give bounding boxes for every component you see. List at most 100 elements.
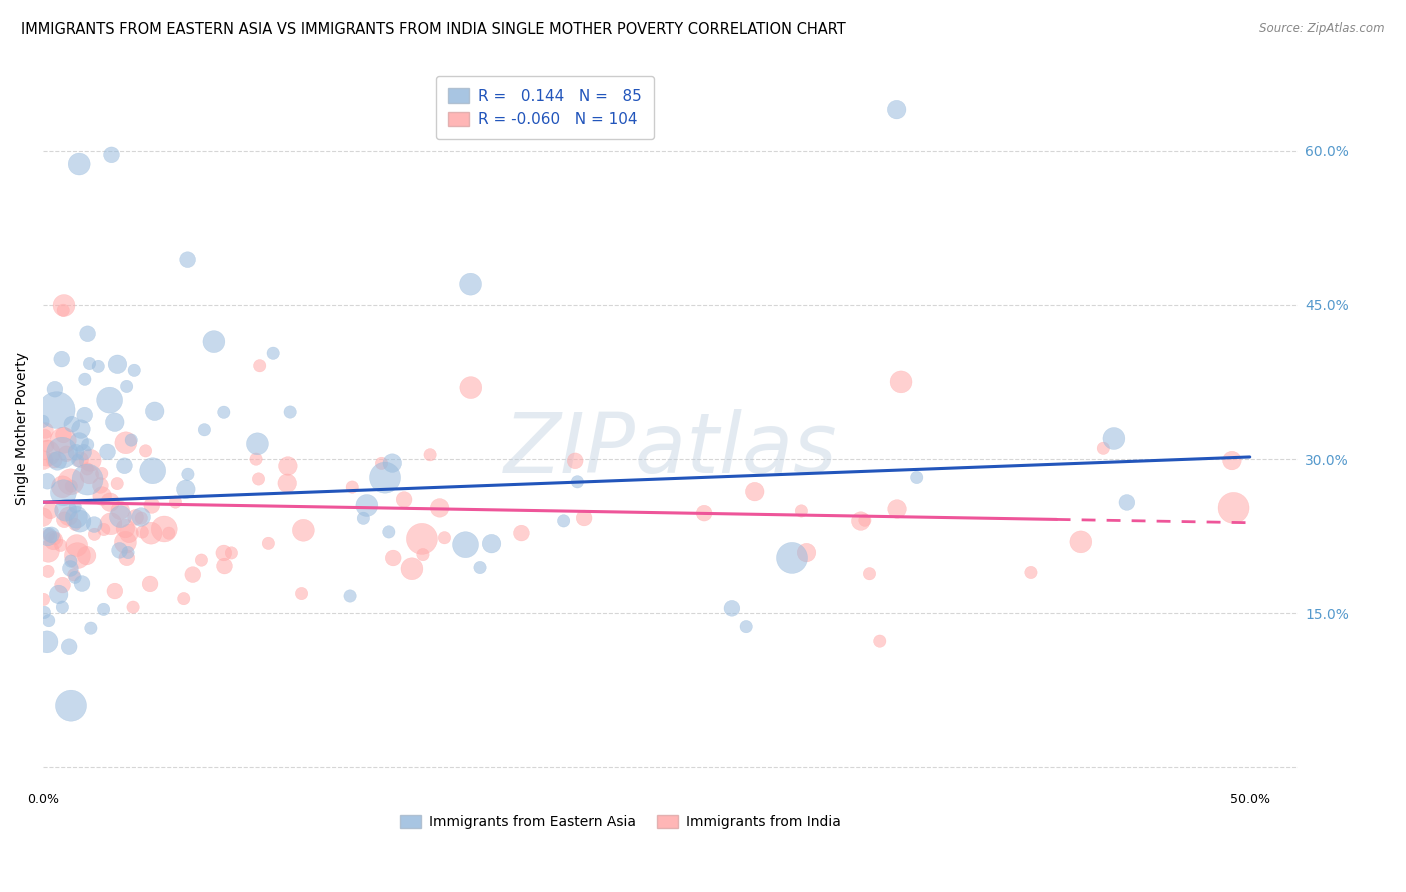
Point: [735, 620, 758, 634]
Point: [66, 549, 89, 563]
Point: [37, 565, 59, 579]
Point: [905, 470, 928, 484]
Point: [44, 382, 66, 396]
Point: [62, 567, 84, 582]
Point: [55, 503, 77, 517]
Point: [245, 452, 267, 467]
Point: [91, 489, 114, 503]
Point: [890, 375, 912, 389]
Point: [411, 532, 433, 546]
Point: [257, 536, 280, 550]
Point: [39, 504, 62, 518]
Point: [564, 454, 586, 468]
Point: [553, 514, 575, 528]
Point: [115, 550, 138, 565]
Point: [212, 405, 235, 419]
Point: [153, 522, 176, 536]
Point: [65, 500, 87, 514]
Point: [1220, 453, 1243, 467]
Point: [290, 586, 312, 600]
Point: [83, 517, 105, 532]
Point: [419, 448, 441, 462]
Point: [412, 548, 434, 562]
Point: [45, 403, 67, 417]
Point: [454, 538, 477, 552]
Point: [80, 621, 103, 635]
Point: [221, 546, 243, 560]
Point: [58, 509, 80, 524]
Point: [44, 532, 66, 546]
Point: [52, 303, 75, 318]
Point: [107, 357, 129, 371]
Point: [131, 511, 153, 525]
Point: [46, 454, 69, 468]
Point: [342, 480, 364, 494]
Point: [139, 526, 162, 541]
Point: [32, 414, 55, 428]
Point: [100, 516, 122, 531]
Point: [110, 509, 132, 524]
Point: [118, 526, 141, 541]
Point: [77, 467, 100, 482]
Point: [433, 531, 456, 545]
Point: [51, 600, 73, 615]
Legend: Immigrants from Eastern Asia, Immigrants from India: Immigrants from Eastern Asia, Immigrants…: [394, 810, 846, 835]
Point: [34, 606, 56, 620]
Point: [60, 417, 83, 432]
Point: [59, 554, 82, 568]
Point: [73, 372, 96, 386]
Point: [73, 408, 96, 422]
Point: [481, 536, 503, 550]
Point: [392, 492, 415, 507]
Point: [744, 484, 766, 499]
Point: [53, 298, 76, 312]
Point: [141, 499, 163, 513]
Point: [142, 464, 165, 478]
Point: [104, 415, 127, 429]
Point: [382, 551, 405, 566]
Point: [721, 601, 744, 615]
Point: [34, 428, 56, 442]
Point: [693, 506, 716, 520]
Point: [37, 439, 59, 453]
Point: [1092, 442, 1115, 456]
Point: [38, 614, 60, 628]
Point: [51, 480, 73, 494]
Point: [41, 528, 63, 542]
Point: [59, 698, 82, 713]
Point: [780, 550, 803, 565]
Point: [52, 428, 75, 442]
Point: [886, 103, 908, 117]
Point: [214, 559, 236, 574]
Point: [100, 148, 122, 162]
Point: [370, 456, 392, 470]
Point: [124, 510, 146, 524]
Point: [93, 602, 115, 616]
Point: [38, 528, 60, 542]
Point: [120, 433, 142, 447]
Point: [59, 475, 82, 489]
Point: [42, 533, 65, 548]
Point: [53, 513, 76, 527]
Point: [37, 530, 59, 544]
Point: [93, 523, 115, 537]
Point: [886, 502, 908, 516]
Point: [247, 472, 270, 486]
Point: [89, 478, 111, 492]
Point: [249, 359, 271, 373]
Point: [869, 634, 891, 648]
Point: [104, 584, 127, 599]
Point: [277, 458, 299, 473]
Point: [174, 482, 197, 496]
Point: [98, 495, 121, 509]
Point: [352, 511, 374, 525]
Point: [44, 453, 66, 467]
Point: [72, 445, 94, 459]
Point: [339, 589, 361, 603]
Point: [278, 405, 301, 419]
Point: [70, 576, 93, 591]
Point: [858, 566, 880, 581]
Point: [1019, 566, 1042, 580]
Point: [374, 471, 396, 485]
Point: [34, 424, 56, 438]
